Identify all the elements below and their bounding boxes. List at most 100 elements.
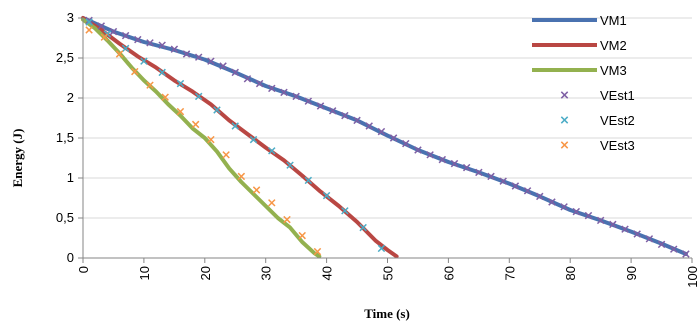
data-point-vest2: [194, 92, 203, 101]
data-point-vest1: [182, 50, 191, 58]
data-point-vest1: [389, 134, 398, 142]
y-axis-title: Energy (J): [10, 129, 25, 188]
data-point-vest3: [176, 107, 185, 116]
data-point-vest1: [207, 57, 215, 65]
data-point-vest2: [249, 135, 258, 144]
x-tick-label: 20: [198, 266, 213, 280]
data-point-vest2: [176, 79, 185, 88]
data-point-vest1: [231, 68, 239, 77]
data-point-vest3: [313, 247, 322, 256]
data-point-vest1: [292, 92, 300, 101]
data-point-vest1: [414, 146, 422, 154]
data-point-vest1: [268, 84, 276, 93]
data-point-vest2: [231, 122, 239, 130]
data-point-vest2: [341, 207, 349, 215]
y-tick-label: 3: [67, 10, 74, 25]
data-point-vest3: [131, 67, 139, 76]
x-tick-label: 0: [76, 266, 91, 273]
x-tick-label: 60: [441, 266, 456, 280]
data-point-vest3: [283, 215, 291, 224]
axes: 00,511,522,530 10 20 30 40 50 60 70 80 90 100: [56, 10, 699, 288]
data-point-vest1: [523, 187, 532, 195]
legend-label: VEst2: [600, 113, 635, 128]
data-point-vest2: [268, 147, 276, 155]
data-point-vest2: [359, 223, 367, 232]
legend-item-vm2: VM2: [532, 38, 627, 53]
data-point-vest1: [134, 35, 142, 44]
data-point-vest1: [682, 250, 690, 258]
data-point-vest1: [621, 225, 629, 233]
data-point-vest2: [140, 57, 148, 65]
data-point-vest2: [304, 176, 313, 185]
data-point-vest1: [328, 107, 337, 115]
legend-marker: [560, 116, 569, 124]
series-line-vm3: [81, 17, 322, 259]
data-point-vest1: [669, 245, 678, 253]
legend-label: VEst1: [600, 88, 635, 103]
data-point-vest1: [97, 22, 106, 30]
x-tick-label: 100: [685, 266, 699, 288]
data-point-vest1: [596, 216, 605, 225]
data-point-vest1: [304, 97, 313, 105]
data-point-vest1: [426, 151, 434, 159]
data-point-vest1: [511, 182, 520, 190]
legend-item-vest2: VEst2: [560, 113, 635, 128]
data-point-vest1: [85, 16, 93, 25]
x-tick-label: 80: [563, 266, 578, 280]
data-point-vest2: [213, 106, 221, 114]
legend-item-vm1: VM1: [532, 13, 627, 28]
series-line-vm1: [81, 16, 688, 256]
legend-label: VEst3: [600, 138, 635, 153]
y-tick-label: 1,5: [56, 130, 74, 145]
data-point-vest1: [633, 230, 641, 238]
legend-label: VM3: [600, 63, 627, 78]
data-point-vest3: [115, 50, 124, 58]
data-point-vest1: [499, 177, 507, 185]
data-point-vest3: [100, 33, 109, 41]
data-point-vest1: [121, 31, 130, 40]
data-point-vest1: [402, 139, 410, 148]
data-point-vest1: [255, 79, 264, 88]
y-tick-label: 2: [67, 90, 74, 105]
data-point-vest1: [365, 122, 373, 130]
data-point-vest1: [170, 45, 179, 53]
data-point-vest1: [353, 116, 361, 125]
legend-item-vest3: VEst3: [560, 138, 635, 153]
data-point-vest1: [341, 111, 349, 120]
data-point-vest1: [645, 235, 654, 243]
legend-item-vm3: VM3: [532, 63, 627, 78]
data-point-vest3: [222, 151, 230, 159]
legend-item-vest1: VEst1: [560, 88, 635, 103]
x-axis-title: Time (s): [364, 306, 410, 321]
y-tick-label: 2,5: [56, 50, 74, 65]
y-tick-label: 1: [67, 170, 74, 185]
data-point-vest1: [560, 203, 568, 211]
data-point-vest1: [487, 172, 495, 181]
data-point-vest1: [158, 41, 166, 49]
legend: VM1 VM2 VM3 VEst1 VEst2 VEst3: [532, 13, 635, 153]
data-point-vest1: [584, 211, 593, 220]
data-point-vest1: [146, 39, 154, 47]
data-point-vest1: [657, 240, 666, 249]
data-point-vest1: [548, 198, 556, 206]
data-point-vest3: [146, 81, 154, 89]
data-point-vest3: [237, 172, 246, 181]
series-line-vm2: [81, 16, 399, 259]
data-point-vest3: [268, 199, 276, 207]
data-point-vest2: [85, 18, 93, 26]
data-point-vest2: [286, 161, 294, 169]
data-point-vest1: [377, 127, 386, 136]
y-tick-label: 0: [67, 250, 74, 265]
data-point-vest1: [450, 159, 459, 168]
data-point-vest3: [161, 93, 169, 101]
legend-label: VM2: [600, 38, 627, 53]
legend-label: VM1: [600, 13, 627, 28]
data-point-vest1: [280, 88, 288, 97]
data-point-vest2: [322, 191, 331, 200]
x-tick-label: 30: [259, 266, 274, 280]
data-point-vest1: [572, 207, 581, 216]
data-point-vest3: [85, 26, 93, 34]
data-point-vest1: [219, 62, 227, 70]
legend-marker: [560, 141, 569, 149]
